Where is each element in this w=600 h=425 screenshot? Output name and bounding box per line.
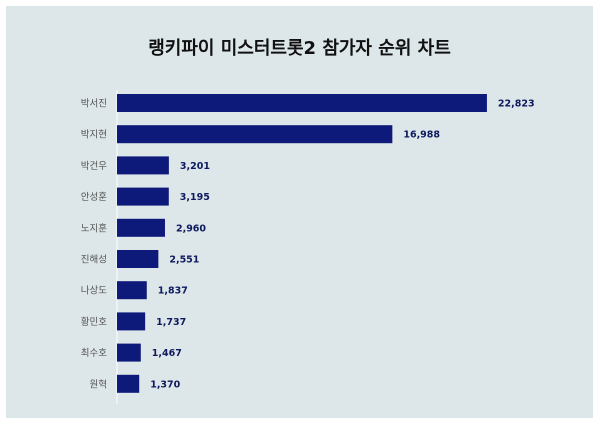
- bar: [117, 250, 159, 268]
- category-label: 황민호: [81, 317, 107, 328]
- category-label: 박지현: [81, 130, 107, 141]
- bar: [117, 156, 169, 175]
- value-label: 1,467: [152, 348, 182, 359]
- bar: [117, 374, 140, 393]
- chart-title: 랭키파이 미스터트롯2 참가자 순위 차트: [148, 38, 451, 59]
- category-label: 최수호: [81, 348, 107, 359]
- category-label: 박건우: [81, 161, 107, 172]
- category-label: 원혁: [90, 379, 107, 390]
- value-label: 2,551: [169, 255, 199, 266]
- category-label: 안성훈: [81, 191, 107, 203]
- bar: [117, 94, 487, 112]
- category-label: 노지훈: [81, 222, 107, 234]
- bar: [117, 343, 141, 362]
- category-label: 박서진: [81, 99, 107, 110]
- value-label: 3,195: [180, 192, 210, 203]
- value-label: 16,988: [403, 130, 440, 141]
- value-label: 3,201: [180, 161, 210, 172]
- value-label: 1,737: [156, 317, 186, 328]
- value-label: 1,837: [158, 286, 188, 297]
- bar: [117, 187, 169, 206]
- bar: [117, 281, 147, 300]
- value-label: 22,823: [498, 99, 535, 110]
- value-label: 1,370: [150, 379, 180, 390]
- value-label: 2,960: [176, 223, 206, 234]
- chart-frame: 랭키파이 미스터트롯2 참가자 순위 차트: [6, 6, 593, 418]
- bar: [117, 312, 146, 331]
- category-label: 나상도: [81, 286, 107, 297]
- bar: [117, 218, 165, 237]
- bar: [117, 125, 393, 144]
- category-label: 진해성: [81, 254, 107, 266]
